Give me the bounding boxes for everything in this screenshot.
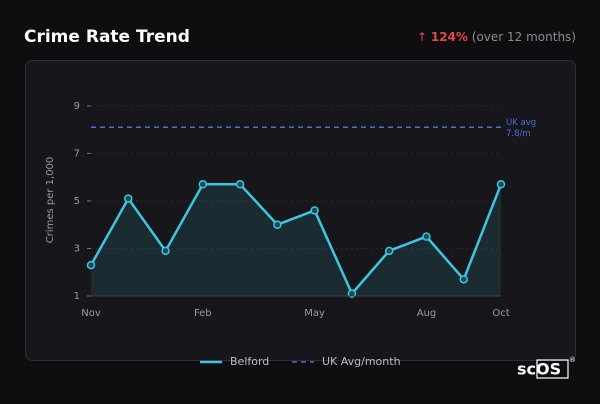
x-tick-label: May: [304, 308, 325, 319]
x-tick-label: Oct: [492, 308, 509, 319]
point: [86, 260, 96, 270]
title: Crime Rate Trend: [24, 27, 190, 47]
point: [422, 232, 431, 241]
plot: 1 3 5 7 9 Nov Feb May Aug Oct Belford UK Avg/month U…: [74, 101, 537, 368]
y-tick-label: 1: [74, 291, 80, 302]
x-tick-label: Aug: [417, 308, 437, 319]
y-axis-label: Crimes per 1,000: [45, 157, 56, 244]
x-tick-label: Feb: [194, 308, 212, 319]
annotation: UK avg: [506, 118, 536, 128]
y-tick-label: 9: [74, 101, 80, 112]
line: [89, 183, 503, 295]
brand-box: [536, 359, 569, 379]
area: [91, 184, 501, 296]
point: [198, 180, 208, 189]
change-value: 124%: [431, 30, 468, 44]
y-tick-label: 7: [74, 148, 80, 159]
point: [347, 289, 357, 298]
legend-label: Belford: [230, 355, 269, 368]
point: [459, 275, 468, 284]
x-tick-label: Nov: [81, 308, 101, 319]
brand: scOS: [517, 360, 561, 379]
point: [310, 206, 319, 215]
point: [496, 180, 506, 189]
brand-mark: ®: [569, 356, 576, 364]
change-arrow: ↑: [417, 30, 427, 44]
point: [124, 194, 133, 203]
chart-panel: [25, 60, 576, 361]
point: [235, 180, 245, 189]
change-period: (over 12 months): [472, 30, 576, 44]
annotation: 7.8/m: [506, 129, 531, 139]
change-summary: ↑ 124% (over 12 months): [417, 30, 576, 44]
point: [273, 220, 282, 229]
y-tick-label: 3: [74, 243, 80, 254]
y-tick-label: 5: [74, 196, 80, 207]
point: [384, 246, 394, 256]
point: [161, 246, 170, 256]
legend-label: UK Avg/month: [322, 355, 401, 368]
